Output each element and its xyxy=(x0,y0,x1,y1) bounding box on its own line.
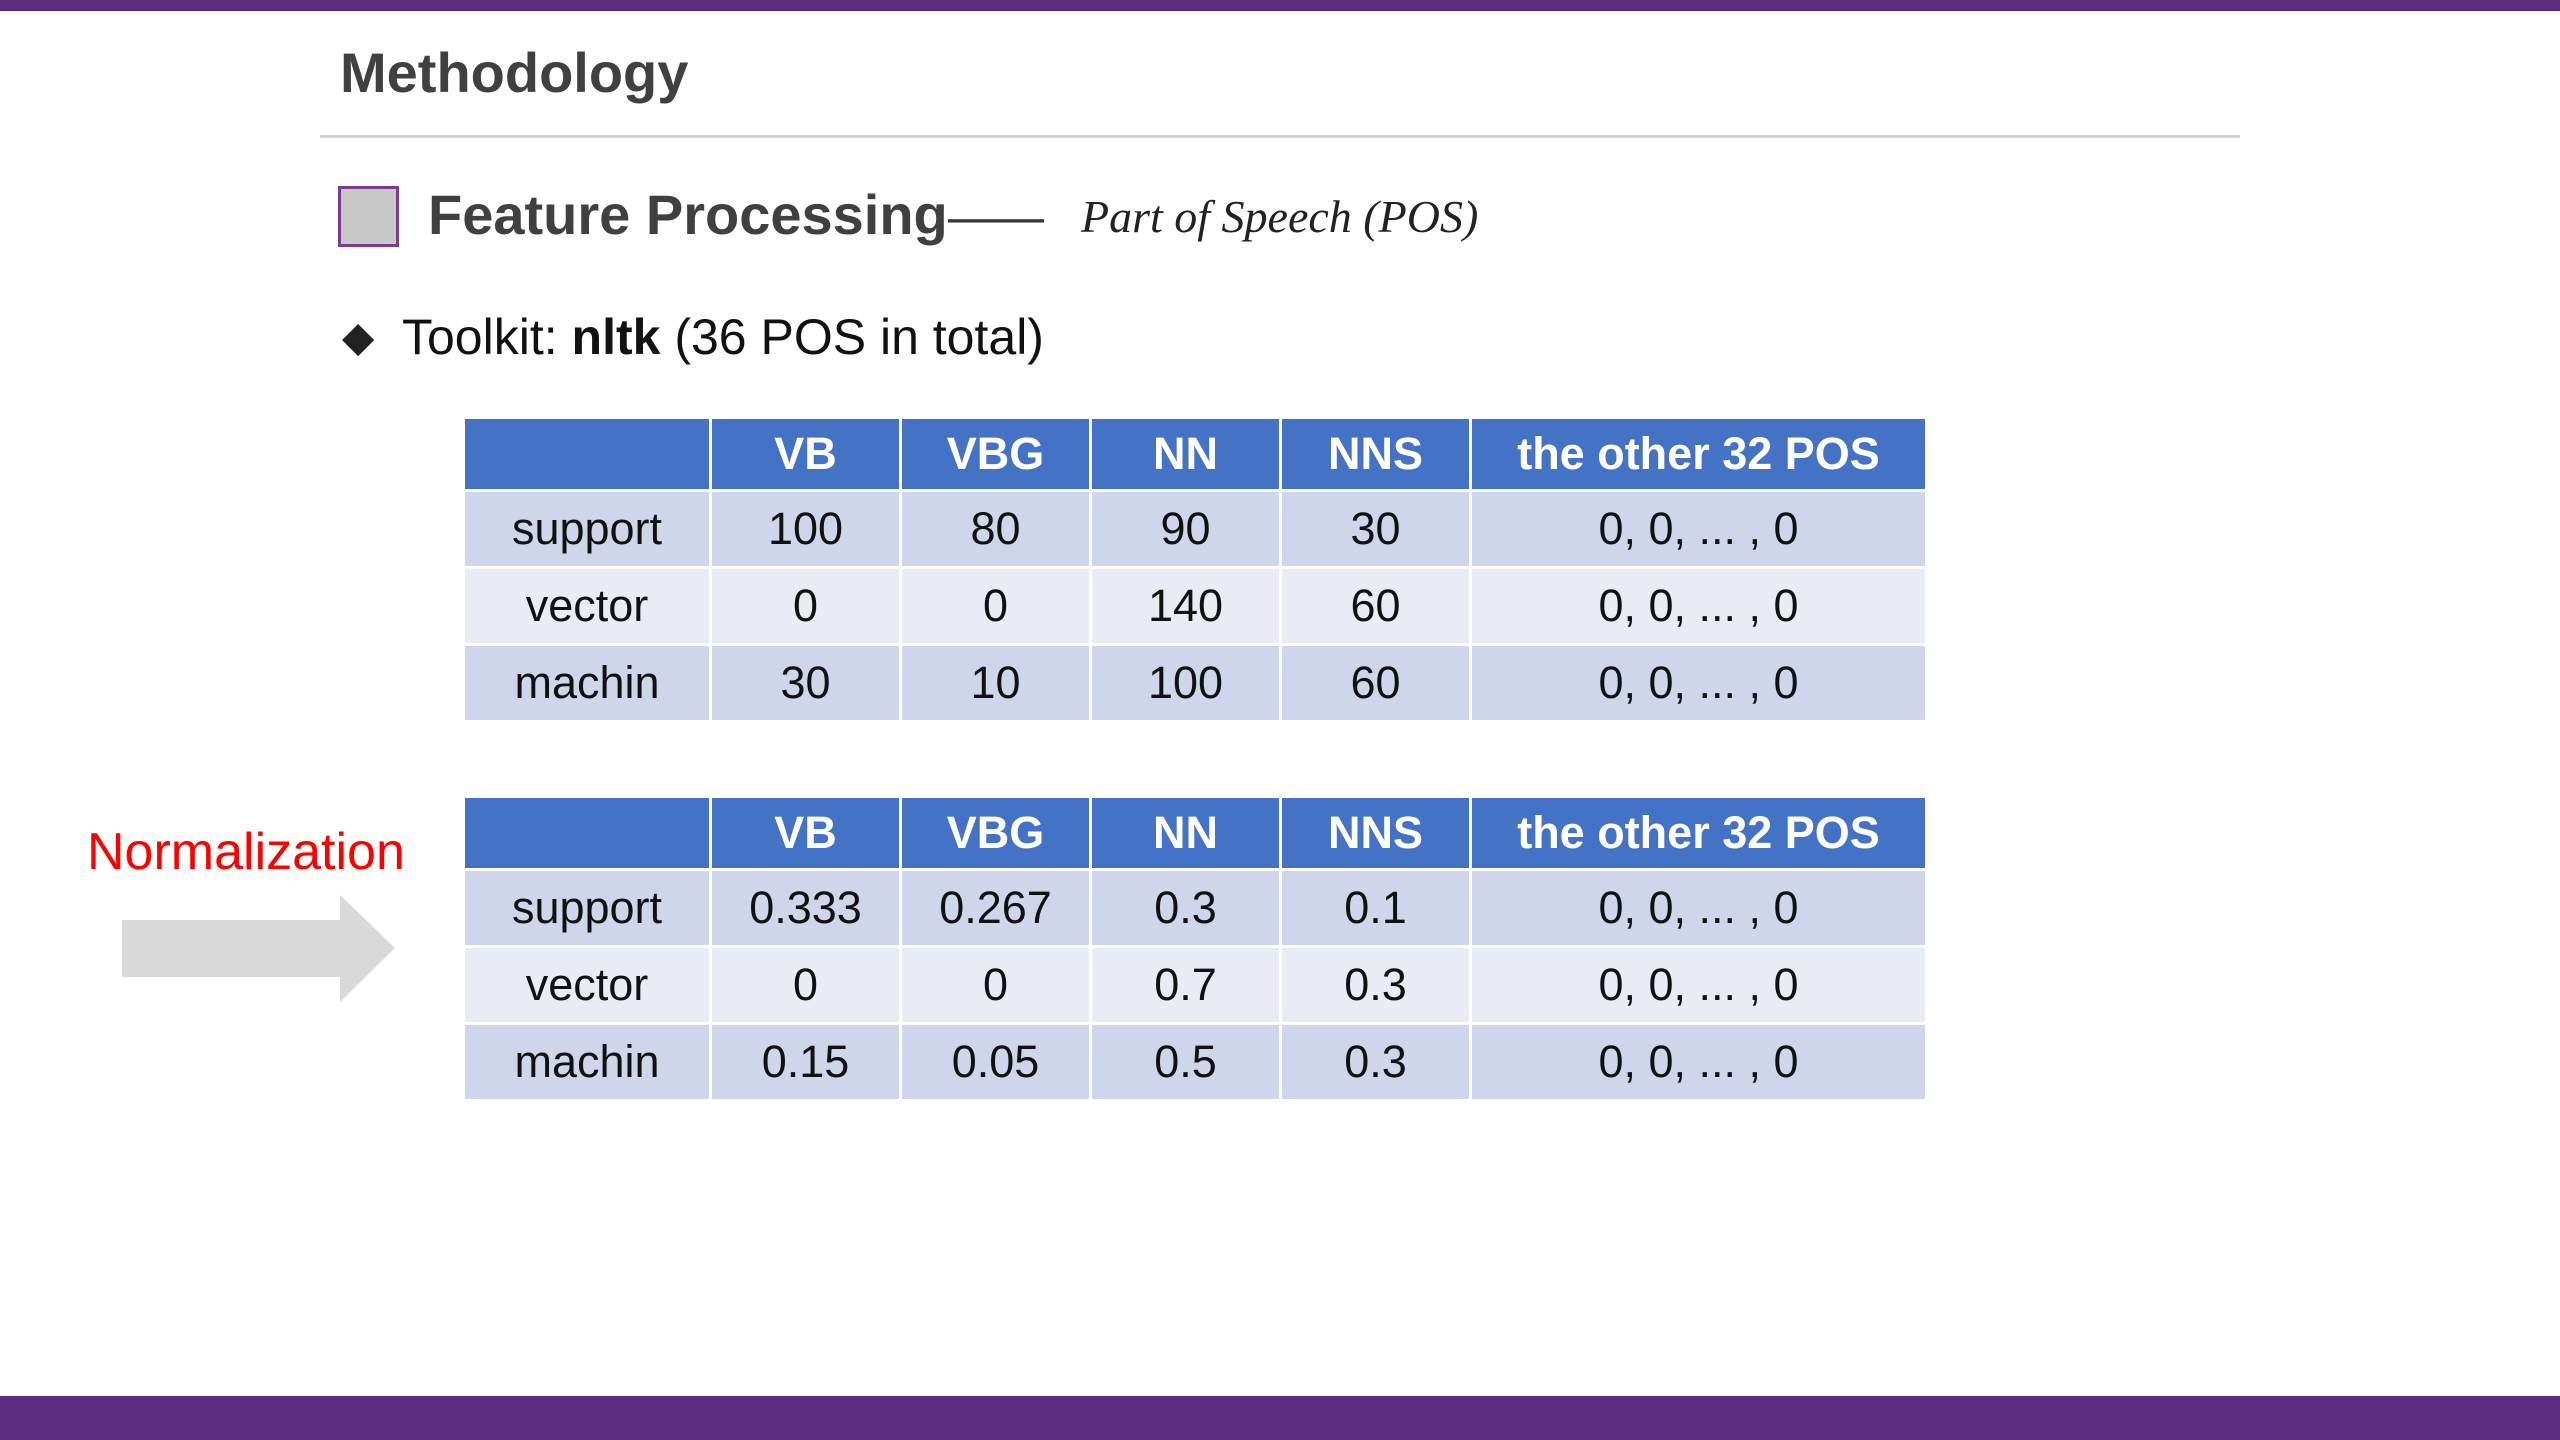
header-cell xyxy=(462,416,712,492)
header-cell: NN xyxy=(1089,416,1282,492)
section-heading: Feature Processing xyxy=(428,183,948,246)
table-cell: 0, 0, ... , 0 xyxy=(1469,566,1928,646)
table-cell: 0 xyxy=(899,945,1092,1025)
table-cell: 0.3 xyxy=(1279,1022,1472,1102)
table-cell: 0 xyxy=(709,566,902,646)
table-cell: 0.267 xyxy=(899,868,1092,948)
row-label: machin xyxy=(462,643,712,723)
top-bar xyxy=(0,0,2560,11)
header-cell: VBG xyxy=(899,795,1092,871)
table-row: machin 30 10 100 60 0, 0, ... , 0 xyxy=(462,643,1928,723)
bottom-bar xyxy=(0,1396,2560,1440)
table-cell: 100 xyxy=(709,489,902,569)
header-cell: VB xyxy=(709,416,902,492)
data-table: VB VBG NN NNS the other 32 POS support 0.333 0.… xyxy=(462,795,1928,1102)
table-row: vector 0 0 0.7 0.3 0, 0, ... , 0 xyxy=(462,945,1928,1025)
table-cell: 60 xyxy=(1279,566,1472,646)
toolkit-name: nltk xyxy=(571,309,661,365)
table-cell: 140 xyxy=(1089,566,1282,646)
header-cell: NNS xyxy=(1279,416,1472,492)
table-cell: 0 xyxy=(899,566,1092,646)
header-cell: the other 32 POS xyxy=(1469,416,1928,492)
header-cell: VBG xyxy=(899,416,1092,492)
table-cell: 0.05 xyxy=(899,1022,1092,1102)
table-cell: 0.7 xyxy=(1089,945,1282,1025)
row-label: machin xyxy=(462,1022,712,1102)
table-cell: 60 xyxy=(1279,643,1472,723)
arrow xyxy=(122,895,395,1002)
arrow-shape xyxy=(122,895,395,1002)
row-label: vector xyxy=(462,945,712,1025)
table-cell: 0.15 xyxy=(709,1022,902,1102)
table-cell: 0, 0, ... , 0 xyxy=(1469,868,1928,948)
table-cell: 0, 0, ... , 0 xyxy=(1469,945,1928,1025)
row-label: support xyxy=(462,489,712,569)
section-dash: —— xyxy=(948,191,1044,244)
title-rule xyxy=(320,135,2240,138)
table-cell: 90 xyxy=(1089,489,1282,569)
table-cell: 0 xyxy=(709,945,902,1025)
table-cell: 30 xyxy=(1279,489,1472,569)
table-cell: 0.3 xyxy=(1089,868,1282,948)
header-cell: VB xyxy=(709,795,902,871)
header-row: VB VBG NN NNS the other 32 POS xyxy=(462,795,1928,871)
table-row: support 0.333 0.267 0.3 0.1 0, 0, ... , 0 xyxy=(462,868,1928,948)
table-cell: 30 xyxy=(709,643,902,723)
row-label: support xyxy=(462,868,712,948)
table-row: machin 0.15 0.05 0.5 0.3 0, 0, ... , 0 xyxy=(462,1022,1928,1102)
header-cell xyxy=(462,795,712,871)
bullet-diamond: ◆ xyxy=(342,313,375,360)
data-table: VB VBG NN NNS the other 32 POS support 100 80 90… xyxy=(462,416,1928,723)
header-cell: NN xyxy=(1089,795,1282,871)
table-cell: 0.333 xyxy=(709,868,902,948)
slide-title: Methodology xyxy=(340,41,689,104)
header-cell: the other 32 POS xyxy=(1469,795,1928,871)
table-cell: 0.1 xyxy=(1279,868,1472,948)
table-cell: 10 xyxy=(899,643,1092,723)
header-row: VB VBG NN NNS the other 32 POS xyxy=(462,416,1928,492)
table-cell: 0, 0, ... , 0 xyxy=(1469,643,1928,723)
table-cell: 0.5 xyxy=(1089,1022,1282,1102)
table-cell: 0.3 xyxy=(1279,945,1472,1025)
bullet-square xyxy=(338,186,399,247)
section-subtitle: Part of Speech (POS) xyxy=(1081,191,1479,242)
toolkit-note: (36 POS in total) xyxy=(674,309,1044,365)
table-cell: 0, 0, ... , 0 xyxy=(1469,1022,1928,1102)
table-row: support 100 80 90 30 0, 0, ... , 0 xyxy=(462,489,1928,569)
table-cell: 80 xyxy=(899,489,1092,569)
row-label: vector xyxy=(462,566,712,646)
table-cell: 100 xyxy=(1089,643,1282,723)
arrow-label: Normalization xyxy=(87,823,405,881)
header-cell: NNS xyxy=(1279,795,1472,871)
table-cell: 0, 0, ... , 0 xyxy=(1469,489,1928,569)
toolkit-line: Toolkit: nltk (36 POS in total) xyxy=(402,308,1044,366)
table-row: vector 0 0 140 60 0, 0, ... , 0 xyxy=(462,566,1928,646)
toolkit-label: Toolkit: xyxy=(402,309,558,365)
